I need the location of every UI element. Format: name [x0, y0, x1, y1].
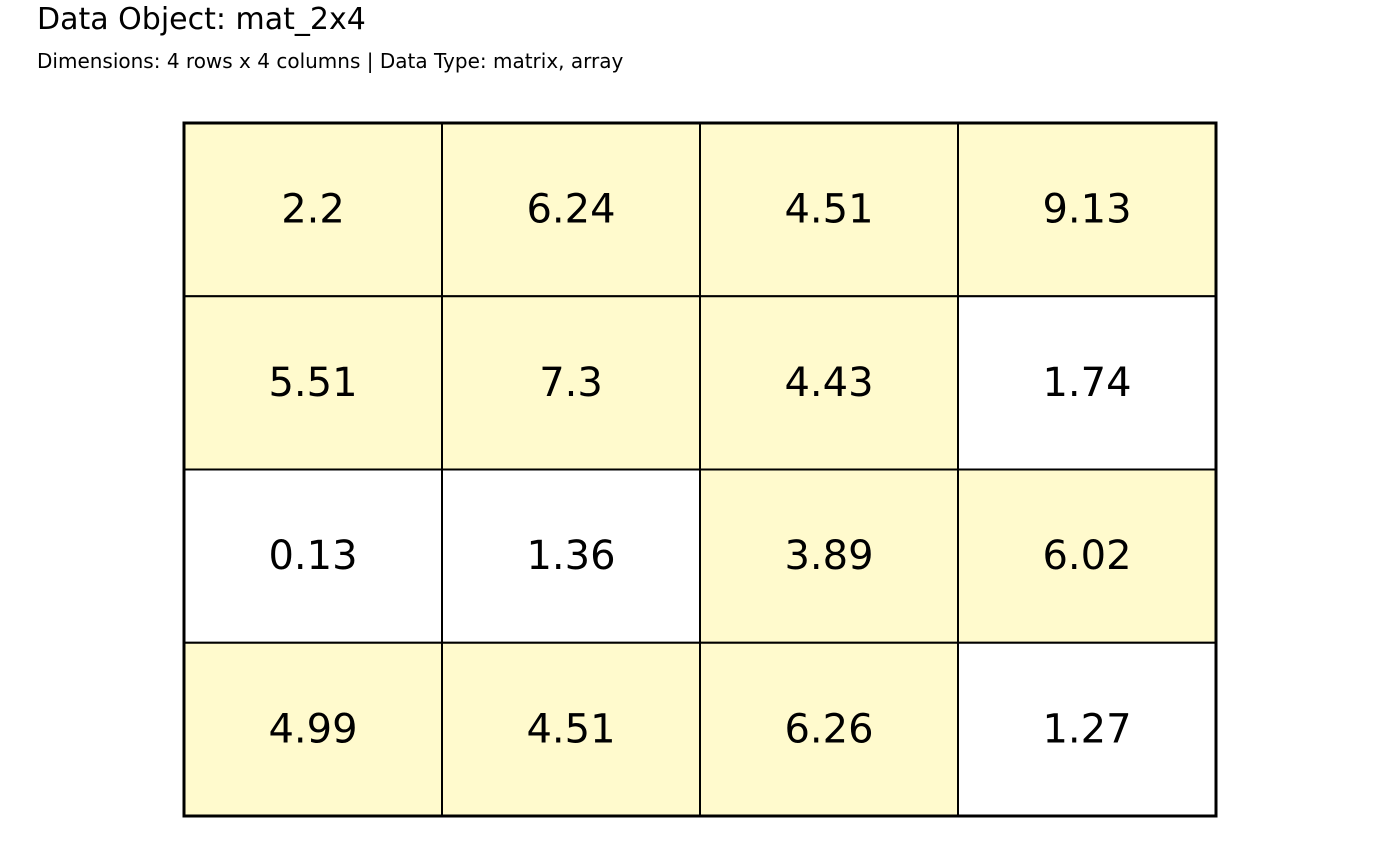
table-cell: [183, 641, 443, 817]
page-title: Data Object: mat_2x4: [37, 2, 366, 37]
table-cell: [441, 295, 701, 471]
table-cell: [699, 468, 959, 644]
cell-value: 4.43: [784, 360, 873, 406]
cell-value: 6.26: [784, 706, 873, 752]
table-cell: [183, 295, 443, 471]
cell-value: 1.27: [1042, 706, 1131, 752]
table-cell: [957, 295, 1217, 471]
table-cell: [441, 468, 701, 644]
cell-value: 4.99: [268, 706, 357, 752]
table-cell: [441, 641, 701, 817]
cell-value: 1.74: [1042, 360, 1131, 406]
cell-value: 7.3: [539, 360, 603, 406]
cell-value: 6.24: [526, 187, 615, 233]
table-cell: [699, 295, 959, 471]
cell-value: 1.36: [526, 533, 615, 579]
table-border: [182, 121, 1218, 818]
cell-value: 4.51: [526, 706, 615, 752]
cell-value: 5.51: [268, 360, 357, 406]
cell-value: 3.89: [784, 533, 873, 579]
table-cell: [699, 122, 959, 298]
cell-value: 6.02: [1042, 533, 1131, 579]
cell-value: 0.13: [268, 533, 357, 579]
cell-value: 2.2: [281, 187, 345, 233]
cell-value: 9.13: [1042, 187, 1131, 233]
page-subtitle: Dimensions: 4 rows x 4 columns | Data Ty…: [37, 49, 624, 73]
cell-value: 4.51: [784, 187, 873, 233]
table-cell: [957, 468, 1217, 644]
